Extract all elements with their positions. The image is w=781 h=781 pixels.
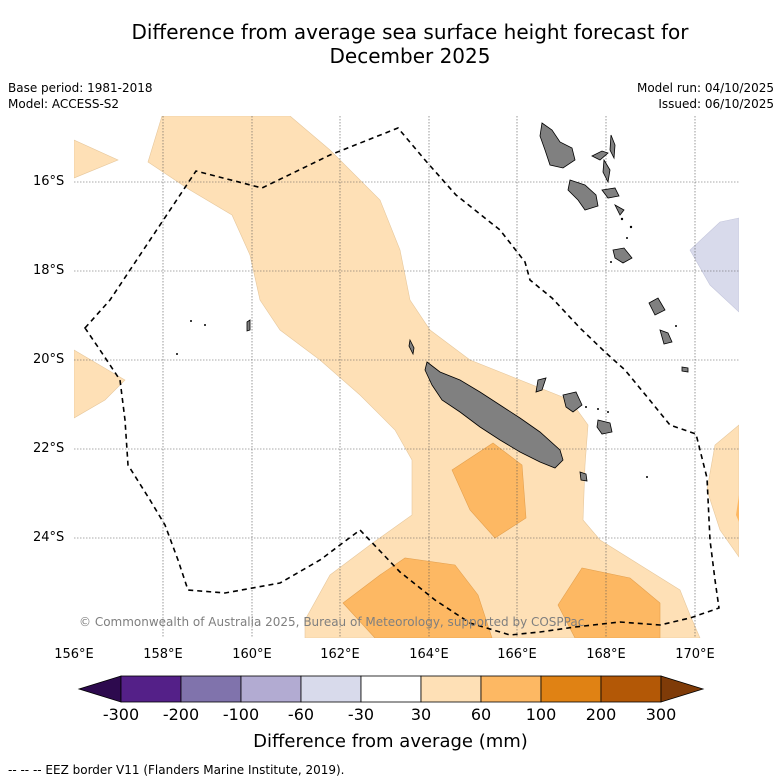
new-caledonia-grande-terre <box>424 361 564 469</box>
colorbar-bin-8 <box>540 675 602 703</box>
lat-label-16s: 16°S <box>33 174 65 189</box>
espiritu-santo <box>539 122 576 169</box>
colorbar-tick-300: 300 <box>645 705 677 724</box>
lon-label-170e: 170°E <box>675 647 715 662</box>
map-area <box>74 116 739 638</box>
lat-label-18s: 18°S <box>33 263 65 278</box>
colorbar-tick-30: 30 <box>410 705 432 724</box>
anomaly-region-60-100-southeast <box>557 567 661 638</box>
ambrym <box>601 187 620 199</box>
belep-islands <box>408 338 415 356</box>
anomaly-region-30-60-southwest <box>74 349 126 419</box>
lon-label-166e: 166°E <box>497 647 537 662</box>
colorbar-tick-neg300: -300 <box>102 705 140 724</box>
colorbar-bin-4 <box>300 675 362 703</box>
colorbar-extend-high <box>660 675 705 703</box>
issued-date: Issued: 06/10/2025 <box>658 97 774 111</box>
copyright-notice: © Commonwealth of Australia 2025, Bureau… <box>79 615 585 629</box>
colorbar-tick-neg30: -30 <box>347 705 375 724</box>
lon-label-158e: 158°E <box>143 647 183 662</box>
efate <box>612 247 633 264</box>
colorbar-bin-3 <box>240 675 302 703</box>
chesterfield-islands <box>246 319 251 332</box>
lat-label-24s: 24°S <box>33 530 65 545</box>
colorbar-tick-100: 100 <box>525 705 557 724</box>
colorbar-tick-200: 200 <box>585 705 617 724</box>
colorbar-label: Difference from average (mm) <box>253 731 528 752</box>
model-run: Model run: 04/10/2025 <box>636 81 774 95</box>
ouvea <box>535 377 547 393</box>
anomaly-region-neg-60-30-east <box>689 217 739 313</box>
colorbar-bin-9 <box>600 675 662 703</box>
anomaly-region-60-100-east-edge <box>736 495 739 522</box>
colorbar-bin-6 <box>420 675 482 703</box>
ambae <box>591 150 609 161</box>
lon-label-156e: 156°E <box>54 647 94 662</box>
meta-right: Model run: 04/10/2025 Issued: 06/10/2025 <box>637 80 774 112</box>
eez-legend-footer: -- -- -- EEZ border V11 (Flanders Marine… <box>8 763 345 777</box>
meta-left: Base period: 1981-2018 Model: ACCESS-S2 <box>8 80 153 112</box>
gridlines <box>74 116 739 638</box>
lon-label-168e: 168°E <box>586 647 626 662</box>
erromango <box>648 297 666 316</box>
title-line-1: Difference from average sea surface heig… <box>131 20 689 44</box>
base-period: Base period: 1981-2018 <box>8 81 153 95</box>
colorbar-bin-7 <box>480 675 542 703</box>
anomaly-region-60-100-south <box>342 557 493 638</box>
maewo <box>609 134 616 160</box>
mare <box>596 419 613 435</box>
anomaly-region-30-60-east <box>706 424 739 558</box>
colorbar-bin-1 <box>120 675 182 703</box>
anomaly-region-30-60-west <box>74 139 119 179</box>
colorbar-tick-60: 60 <box>470 705 492 724</box>
aneityum <box>681 366 689 373</box>
colorbar-extend-low <box>77 675 122 703</box>
colorbar-bin-2 <box>180 675 242 703</box>
colorbar-bin-5 <box>360 675 422 703</box>
colorbar-tick-neg200: -200 <box>162 705 200 724</box>
tanna <box>659 329 673 345</box>
lat-label-22s: 22°S <box>33 441 65 456</box>
small-islets <box>176 217 677 478</box>
colorbar <box>77 675 705 703</box>
lifou <box>562 391 583 413</box>
land <box>246 122 689 482</box>
epi <box>614 204 625 216</box>
lat-label-20s: 20°S <box>33 352 65 367</box>
map-title: Difference from average sea surface heig… <box>60 20 760 68</box>
colorbar-tick-neg60: -60 <box>287 705 315 724</box>
lon-label-160e: 160°E <box>232 647 272 662</box>
pentecost <box>602 158 611 184</box>
model-name: Model: ACCESS-S2 <box>8 97 120 111</box>
title-line-2: December 2025 <box>329 44 491 68</box>
lon-label-162e: 162°E <box>320 647 360 662</box>
isle-of-pines <box>579 471 588 482</box>
lon-label-164e: 164°E <box>409 647 449 662</box>
eez-border <box>83 127 720 636</box>
malakula <box>567 179 599 211</box>
colorbar-tick-neg100: -100 <box>222 705 260 724</box>
